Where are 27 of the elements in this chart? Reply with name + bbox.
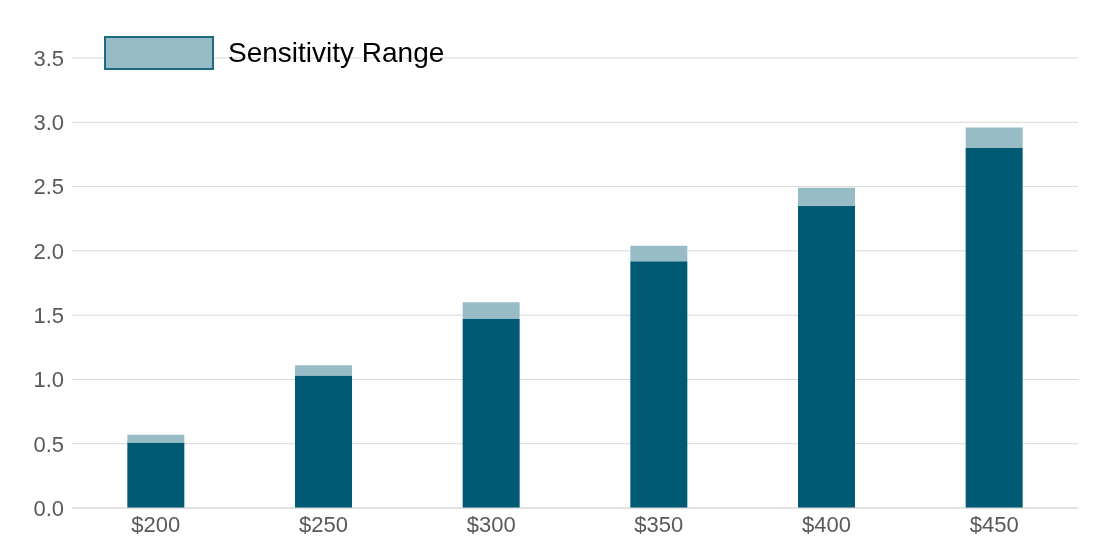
y-tick-label: 0.0	[33, 495, 64, 521]
y-tick-label: 1.0	[33, 367, 64, 393]
bar	[630, 245, 688, 262]
bar	[798, 187, 855, 206]
y-tick-label: 2.0	[33, 238, 64, 264]
bar	[798, 205, 855, 508]
bar	[295, 375, 352, 508]
x-tick-label: $200	[131, 511, 181, 537]
y-tick-label: 0.5	[33, 431, 64, 457]
x-tick-label: $450	[969, 511, 1019, 537]
bar	[127, 434, 185, 443]
x-tick-label: $350	[634, 511, 684, 537]
x-tick-label: $400	[802, 511, 851, 537]
bar	[127, 442, 185, 508]
legend-label: Sensitivity Range	[228, 37, 445, 69]
bar	[295, 365, 352, 376]
bar	[630, 261, 688, 508]
y-tick-label: 3.5	[33, 45, 64, 71]
bar	[965, 127, 1023, 148]
x-tick-label: $250	[299, 511, 348, 537]
bar	[462, 319, 520, 508]
bar	[965, 148, 1023, 508]
y-tick-label: 1.5	[33, 302, 64, 328]
y-tick-label: 2.5	[33, 174, 64, 200]
y-tick-label: 3.0	[33, 110, 64, 136]
x-tick-label: $300	[466, 511, 516, 537]
bar	[462, 302, 520, 319]
